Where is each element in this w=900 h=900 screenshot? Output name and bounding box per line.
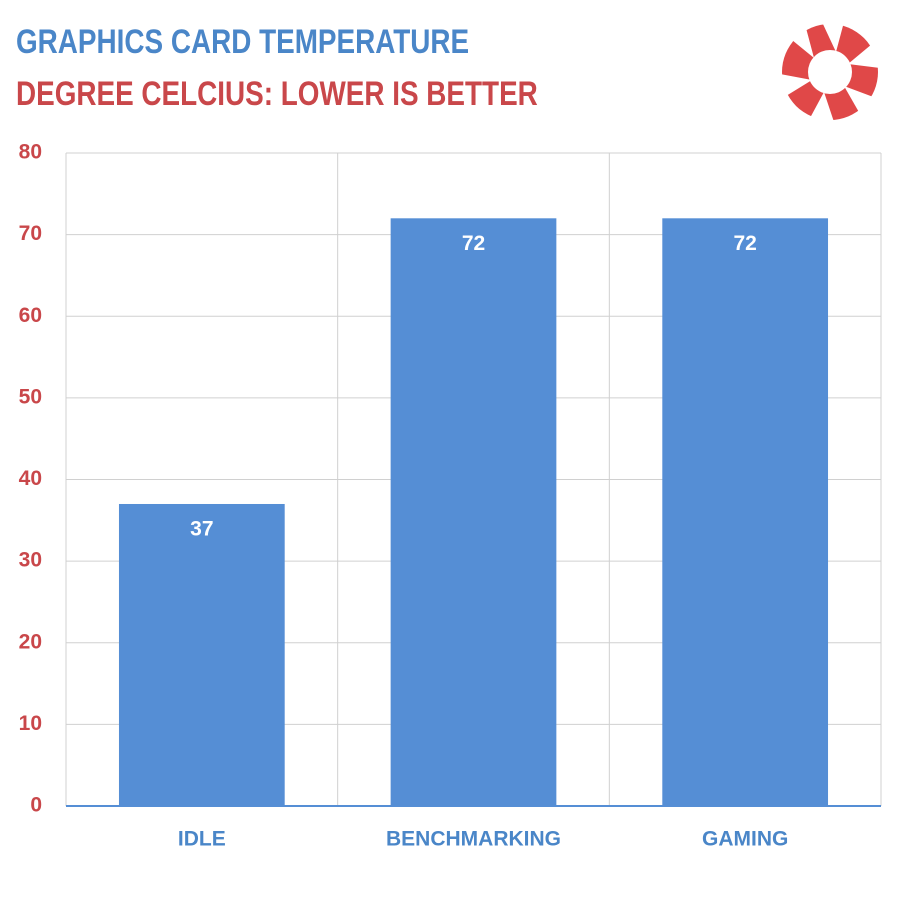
bar bbox=[662, 218, 829, 807]
data-label: 72 bbox=[733, 232, 756, 255]
y-tick-label: 30 bbox=[19, 549, 42, 572]
x-tick-label: BENCHMARKING bbox=[386, 828, 561, 851]
plot-area: 0 10 20 30 40 50 60 70 80 IDLE 37 BENCHMARKING 72 GAM… bbox=[19, 141, 882, 851]
chart-title: GRAPHICS CARD TEMPERATURE bbox=[16, 22, 469, 60]
y-tick-label: 80 bbox=[19, 141, 42, 164]
logo-blades bbox=[780, 22, 880, 122]
data-label: 72 bbox=[462, 232, 485, 255]
logo-hole bbox=[808, 50, 852, 94]
bar bbox=[390, 218, 557, 807]
data-label: 37 bbox=[190, 518, 213, 541]
y-tick-label: 40 bbox=[19, 467, 42, 490]
y-tick-label: 0 bbox=[30, 794, 42, 817]
logo bbox=[780, 22, 880, 122]
bar bbox=[118, 503, 285, 806]
y-tick-label: 20 bbox=[19, 630, 42, 653]
y-tick-label: 50 bbox=[19, 385, 42, 408]
x-tick-label: GAMING bbox=[702, 828, 788, 851]
y-tick-label: 70 bbox=[19, 222, 42, 245]
y-tick-label: 10 bbox=[19, 712, 42, 735]
chart-subtitle: DEGREE CELCIUS: LOWER IS BETTER bbox=[16, 74, 538, 112]
x-tick-label: IDLE bbox=[178, 828, 226, 851]
y-tick-label: 60 bbox=[19, 304, 42, 327]
